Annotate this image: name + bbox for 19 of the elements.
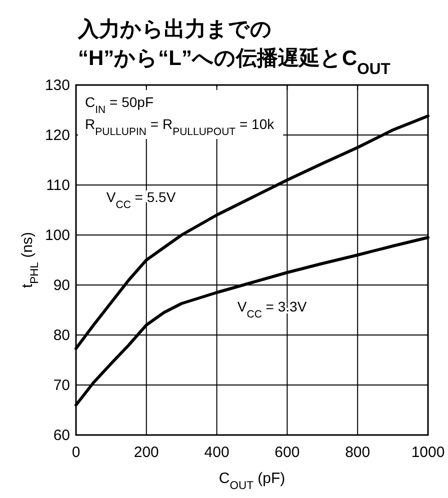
annotation: C$_{IN}$ = 50pF [85,94,154,116]
x-tick-label: 600 [274,444,300,461]
y-tick-label: 90 [53,277,70,294]
x-tick-label: 1000 [411,444,445,461]
y-tick-label: 120 [44,127,70,144]
y-tick-label: 70 [53,377,70,394]
x-tick-label: 400 [204,444,230,461]
x-tick-label: 800 [345,444,370,461]
y-tick-label: 130 [44,77,70,94]
x-tick-label: 200 [134,444,159,461]
x-tick-label: 0 [72,444,80,461]
y-tick-label: 100 [44,227,70,244]
y-tick-label: 110 [46,177,70,194]
annotation: R$_{PULLUPIN}$ = R$_{PULLUPOUT}$ = 10k [85,116,276,138]
chart-title: 入力から出力までの “H”から“L”への伝播遅延とC$_{OUT}$ [77,18,391,78]
series-label: V$_{CC}$ = 5.5V [106,189,176,211]
y-tick-label: 80 [53,327,70,344]
y-tick-label: 60 [53,427,70,444]
x-axis-title: C$_{OUT}$ (pF) [218,470,286,492]
